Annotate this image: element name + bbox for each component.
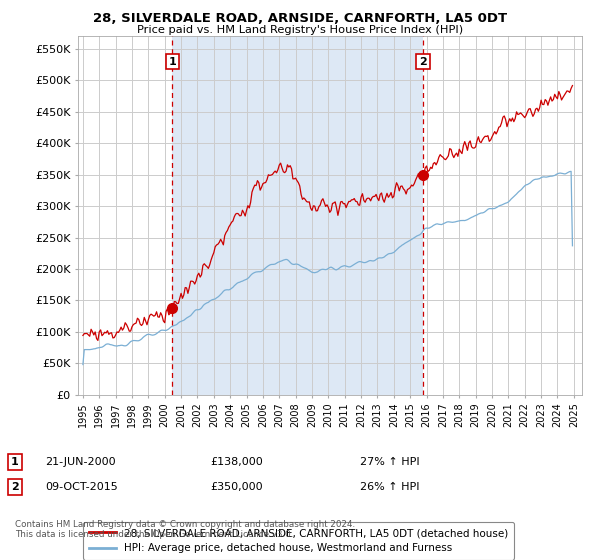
Text: 09-OCT-2015: 09-OCT-2015: [45, 482, 118, 492]
Bar: [172, 36, 423, 395]
Text: 1: 1: [169, 57, 176, 67]
Legend: 28, SILVERDALE ROAD, ARNSIDE, CARNFORTH, LA5 0DT (detached house), HPI: Average : 28, SILVERDALE ROAD, ARNSIDE, CARNFORTH,…: [83, 522, 514, 559]
Text: 1: 1: [11, 457, 19, 467]
Text: £350,000: £350,000: [210, 482, 263, 492]
Text: 21-JUN-2000: 21-JUN-2000: [45, 457, 116, 467]
Text: £138,000: £138,000: [210, 457, 263, 467]
Text: 28, SILVERDALE ROAD, ARNSIDE, CARNFORTH, LA5 0DT: 28, SILVERDALE ROAD, ARNSIDE, CARNFORTH,…: [93, 12, 507, 25]
Text: 2: 2: [11, 482, 19, 492]
Text: 26% ↑ HPI: 26% ↑ HPI: [360, 482, 419, 492]
Text: 2: 2: [419, 57, 427, 67]
Text: Contains HM Land Registry data © Crown copyright and database right 2024.
This d: Contains HM Land Registry data © Crown c…: [15, 520, 355, 539]
Text: Price paid vs. HM Land Registry's House Price Index (HPI): Price paid vs. HM Land Registry's House …: [137, 25, 463, 35]
Text: 27% ↑ HPI: 27% ↑ HPI: [360, 457, 419, 467]
